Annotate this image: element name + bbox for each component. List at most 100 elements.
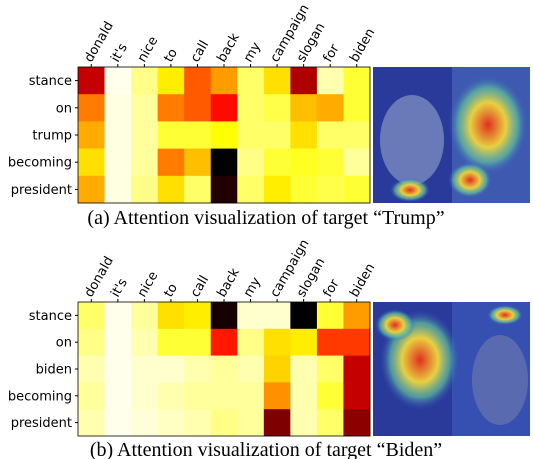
heat-cell [184, 148, 212, 177]
heat-cell [131, 148, 158, 177]
heat-cell [157, 121, 185, 149]
x-tick-label: back [214, 30, 243, 65]
heat-cell [290, 67, 318, 95]
y-tick-label: president [11, 183, 72, 198]
heat-cell [290, 382, 318, 410]
y-tick-label: becoming [8, 389, 72, 404]
heat-cell [131, 355, 158, 383]
heat-cell [78, 302, 105, 330]
heat-cell [131, 121, 158, 149]
heat-cell [131, 409, 158, 437]
heat-cell [157, 175, 185, 204]
heat-cell [263, 409, 291, 437]
heat-cell [184, 94, 212, 122]
heat-cell [263, 121, 291, 149]
heat-cell [210, 67, 238, 95]
heat-cell [316, 409, 344, 437]
heat-cell [78, 355, 105, 383]
heat-cell [104, 148, 132, 177]
heat-cell [131, 94, 158, 122]
x-tick-label: it's [108, 41, 131, 65]
heat-cell [263, 175, 291, 204]
heat-cell [157, 94, 185, 122]
heat-cell [343, 382, 371, 410]
heat-cell [316, 148, 344, 177]
heat-cell [290, 328, 318, 356]
heat-cell [157, 302, 185, 330]
heat-cell [210, 355, 238, 383]
heat-cell [290, 94, 318, 122]
heat-cell [316, 355, 344, 383]
heat-cell [78, 121, 105, 149]
y-tick-label: on [56, 336, 72, 351]
heat-cell [184, 382, 212, 410]
heat-cell [104, 67, 132, 95]
heat-cell [78, 148, 105, 177]
heat-cell [104, 121, 132, 149]
heat-cell [210, 148, 238, 177]
x-tick-label: biden [347, 26, 378, 65]
heat-cell [184, 409, 212, 437]
photo-a [373, 67, 530, 203]
heat-cell [184, 302, 212, 330]
heat-cell [237, 302, 265, 330]
x-tick-label: back [214, 265, 243, 300]
y-tick-label: becoming [8, 156, 72, 171]
x-tick-label: call [188, 38, 212, 65]
x-tick-label: nice [135, 34, 161, 65]
heat-cell [237, 94, 265, 122]
heat-cell [343, 148, 371, 177]
heat-cell [263, 148, 291, 177]
heat-cell [184, 67, 212, 95]
heat-cell [104, 355, 132, 383]
heat-cell [131, 382, 158, 410]
x-tick-label: for [321, 276, 343, 300]
x-tick-label: it's [108, 276, 131, 300]
heat-cell [78, 175, 105, 204]
heat-cell [237, 121, 265, 149]
heat-cell [316, 121, 344, 149]
heat-cell [237, 148, 265, 177]
heat-cell [343, 355, 371, 383]
heat-cell [290, 175, 318, 204]
x-tick-label: biden [347, 261, 378, 300]
heat-cell [237, 67, 265, 95]
heat-cell [343, 302, 371, 330]
heat-cell [290, 409, 318, 437]
heat-cell [210, 382, 238, 410]
x-tick-label: my [241, 40, 264, 65]
heat-cell [78, 382, 105, 410]
y-tick-label: stance [29, 74, 72, 89]
heat-cell [104, 382, 132, 410]
y-tick-label: president [11, 416, 72, 431]
heat-cell [237, 409, 265, 437]
heat-cell [184, 121, 212, 149]
heat-cell [104, 94, 132, 122]
heat-cell [131, 302, 158, 330]
heat-cell [316, 382, 344, 410]
heat-cell [210, 121, 238, 149]
x-tick-label: for [321, 41, 343, 65]
heat-cell [263, 382, 291, 410]
heat-cell [237, 328, 265, 356]
heat-cell [263, 328, 291, 356]
heat-cell [104, 409, 132, 437]
heat-cell [104, 328, 132, 356]
heat-cell [210, 302, 238, 330]
heat-cell [157, 67, 185, 95]
heat-cell [290, 148, 318, 177]
heat-cell [290, 121, 318, 149]
heat-cell [104, 175, 132, 204]
heat-cell [343, 175, 371, 204]
heat-cell [343, 328, 371, 356]
heat-cell [157, 409, 185, 437]
heat-cell [263, 355, 291, 383]
heat-cell [157, 328, 185, 356]
y-tick-label: on [56, 101, 72, 116]
heat-cell [237, 355, 265, 383]
heat-cell [78, 409, 105, 437]
heat-cell [184, 175, 212, 204]
heat-cell [78, 67, 105, 95]
x-tick-label: call [188, 273, 212, 300]
heat-cell [157, 382, 185, 410]
